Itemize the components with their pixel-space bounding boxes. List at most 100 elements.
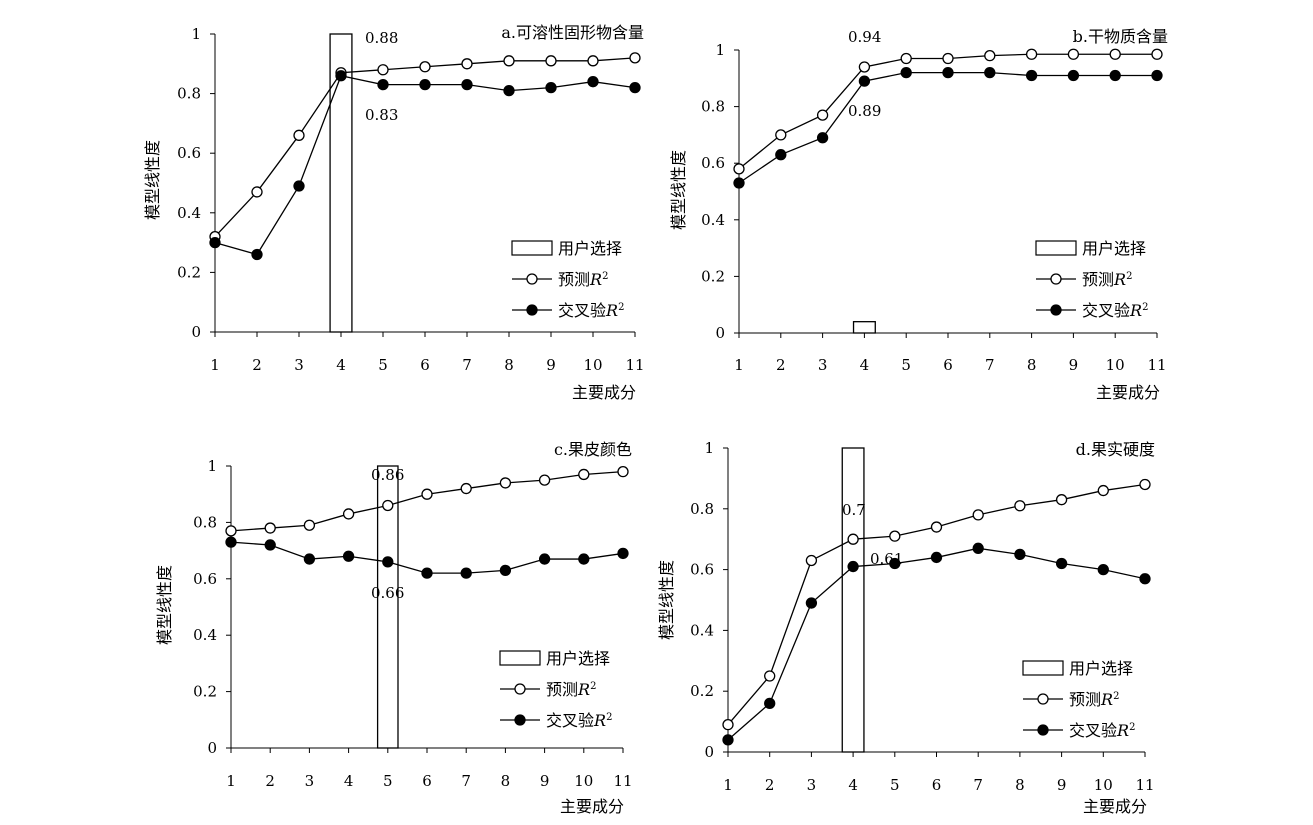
legend-predicted-label: 预测R2 xyxy=(546,680,596,699)
data-annotation: 0.88 xyxy=(365,29,398,47)
legend-cross-validation-marker xyxy=(1050,304,1062,316)
cross-validation-r2-point xyxy=(1097,563,1109,576)
x-tick-label: 6 xyxy=(422,772,432,790)
x-tick-label: 3 xyxy=(818,356,828,374)
legend-selection-swatch xyxy=(499,650,541,666)
y-tick-label: 0.2 xyxy=(690,682,714,700)
x-tick-label: 10 xyxy=(574,772,593,790)
predicted-r2-point xyxy=(461,58,473,70)
x-tick-label: 2 xyxy=(776,356,786,374)
legend-label-r: R xyxy=(605,301,618,320)
cross-validation-r2-point xyxy=(1139,573,1151,585)
predicted-r2-point xyxy=(847,533,859,545)
x-axis-label: 主要成分 xyxy=(560,797,624,816)
legend-label-prefix: 预测 xyxy=(1082,270,1114,289)
selection-bar xyxy=(376,465,399,749)
x-tick-label: 5 xyxy=(378,356,388,374)
y-tick-label: 0.4 xyxy=(701,211,725,229)
cross-validation-r2-point xyxy=(421,567,433,579)
legend-predicted-marker xyxy=(526,273,538,285)
legend-label-prefix: 交叉验 xyxy=(1082,301,1130,320)
legend-cross-validation-marker xyxy=(1037,724,1049,736)
chart-title: d.果实硬度 xyxy=(1076,440,1155,459)
y-tick-label: 0.8 xyxy=(701,98,725,116)
x-tick-label: 3 xyxy=(807,776,817,794)
legend-label-r: R xyxy=(593,711,606,730)
cross-validation-r2-point xyxy=(538,553,551,565)
y-tick-label: 0.6 xyxy=(701,154,725,172)
cross-validation-r2-point xyxy=(303,553,316,565)
chart-panel-a: 00.20.40.60.811 2 3 4 5 6 7 8 9 10 110.880.83a.可溶性… xyxy=(143,23,645,402)
x-tick-label: 3 xyxy=(294,356,304,374)
predicted-r2-point xyxy=(1097,484,1109,497)
chart-panel-c: 00.20.40.60.811 2 3 4 5 6 7 8 9 10 110.860.66c.果皮颜… xyxy=(155,440,633,816)
x-tick-label: 9 xyxy=(1057,776,1067,794)
data-annotation: 0.94 xyxy=(848,28,881,46)
cross-validation-r2-point xyxy=(460,567,472,579)
predicted-r2-point xyxy=(587,55,599,67)
legend-label-prefix: 预测 xyxy=(546,680,578,699)
cross-validation-r2-point xyxy=(764,697,776,710)
predicted-r2-point xyxy=(1139,478,1151,491)
x-tick-label: 7 xyxy=(461,772,471,790)
legend-label-superscript: 2 xyxy=(1126,271,1132,282)
x-tick-label: 8 xyxy=(504,356,514,374)
selection-bar xyxy=(841,447,865,753)
cross-validation-r2-point xyxy=(1014,548,1026,561)
legend-label-prefix: 预测 xyxy=(1069,690,1101,709)
x-tick-label: 2 xyxy=(765,776,775,794)
predicted-r2-point xyxy=(421,488,433,500)
predicted-r2-point xyxy=(342,508,355,520)
data-annotation: 0.61 xyxy=(870,550,903,568)
y-tick-label: 0.4 xyxy=(193,626,217,644)
legend-label-superscript: 2 xyxy=(602,271,608,282)
chart-panel-b: 00.20.40.60.811 2 3 4 5 6 7 8 9 10 110.940.89b.干物质… xyxy=(669,27,1168,402)
y-tick-label: 0.6 xyxy=(177,144,201,162)
cross-validation-r2-point xyxy=(1025,69,1038,82)
data-annotation: 0.7 xyxy=(842,501,866,519)
x-tick-label: 9 xyxy=(1069,356,1079,374)
cross-validation-r2-line xyxy=(738,71,1157,184)
chart-title: b.干物质含量 xyxy=(1073,27,1168,46)
cross-validation-r2-point xyxy=(1067,69,1080,82)
cross-validation-r2-point xyxy=(264,539,276,551)
legend-label-superscript: 2 xyxy=(1142,302,1148,313)
x-tick-label: 11 xyxy=(1135,776,1154,794)
cross-validation-r2-point xyxy=(847,560,859,573)
data-annotation: 0.89 xyxy=(848,102,881,120)
legend-label-superscript: 2 xyxy=(590,681,596,692)
legend-selection-swatch xyxy=(1035,240,1077,256)
cross-validation-r2-point xyxy=(499,564,512,576)
x-tick-label: 2 xyxy=(252,356,262,374)
predicted-r2-point xyxy=(722,718,734,731)
predicted-r2-point xyxy=(1025,48,1038,60)
cross-validation-r2-point xyxy=(858,75,871,87)
x-tick-label: 1 xyxy=(723,776,733,794)
legend-cross-validation-label: 交叉验R2 xyxy=(558,301,624,320)
x-tick-label: 5 xyxy=(890,776,900,794)
x-tick-label: 9 xyxy=(546,356,556,374)
legend-label-prefix: 交叉验 xyxy=(546,711,594,730)
cross-validation-r2-point xyxy=(419,79,431,91)
cross-validation-r2-point xyxy=(972,542,984,554)
x-axis-label: 主要成分 xyxy=(1096,383,1160,402)
y-tick-label: 1 xyxy=(207,457,217,475)
selection-bar xyxy=(329,33,353,333)
legend-selection-label: 用户选择 xyxy=(1082,239,1146,258)
chart-title: c.果皮颜色 xyxy=(554,440,632,459)
legend-label-r: R xyxy=(1100,690,1113,709)
legend-label-superscript: 2 xyxy=(1129,722,1135,733)
predicted-r2-point xyxy=(382,499,394,512)
data-annotation: 0.66 xyxy=(371,584,404,602)
legend-predicted-marker xyxy=(1037,693,1049,705)
legend-selection-label: 用户选择 xyxy=(546,649,610,668)
x-tick-label: 10 xyxy=(1106,356,1125,374)
cross-validation-r2-point xyxy=(805,597,818,609)
x-tick-label: 10 xyxy=(583,356,602,374)
predicted-r2-point xyxy=(617,465,629,478)
predicted-r2-point xyxy=(775,129,787,141)
y-axis-label: 模型线性度 xyxy=(143,140,162,220)
cross-validation-r2-point xyxy=(587,76,599,88)
cross-validation-r2-point xyxy=(335,70,347,82)
